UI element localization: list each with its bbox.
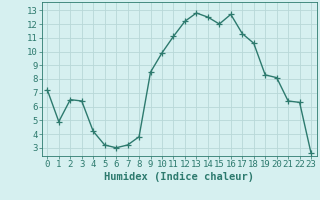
X-axis label: Humidex (Indice chaleur): Humidex (Indice chaleur) <box>104 172 254 182</box>
